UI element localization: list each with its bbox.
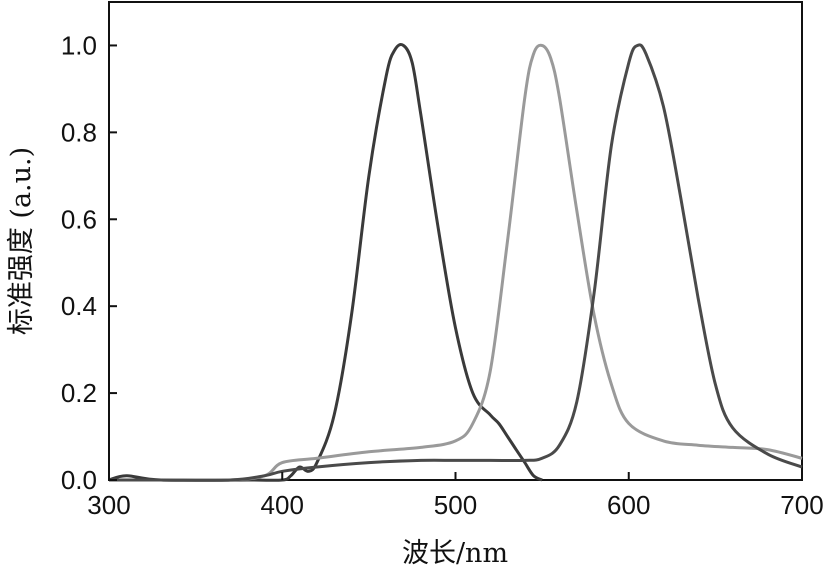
x-tick-label: 700 bbox=[780, 490, 823, 520]
x-axis-label: 波长/nm bbox=[402, 538, 508, 569]
y-tick-label: 1.0 bbox=[61, 30, 97, 60]
x-tick-label: 300 bbox=[87, 490, 130, 520]
series-line-2 bbox=[109, 43, 803, 482]
y-tick-label: 0.8 bbox=[61, 117, 97, 147]
series-layer bbox=[108, 43, 803, 482]
y-tick-label: 0.2 bbox=[61, 378, 97, 408]
y-tick-label: 0.0 bbox=[61, 465, 97, 495]
x-tick-label: 600 bbox=[607, 490, 650, 520]
plot-frame bbox=[108, 1, 803, 481]
y-axis-ticks: 0.0 0.2 0.4 0.6 0.8 1.0 bbox=[61, 30, 117, 495]
series-line-3 bbox=[109, 43, 803, 482]
series-line-1 bbox=[108, 43, 543, 482]
x-axis-ticks: 300 400 500 600 700 bbox=[87, 472, 824, 520]
y-tick-label: 0.4 bbox=[61, 291, 97, 321]
x-tick-label: 500 bbox=[434, 490, 477, 520]
x-tick-label: 400 bbox=[261, 490, 304, 520]
y-axis-label: 标准强度 (a.u.) bbox=[6, 147, 37, 335]
y-tick-label: 0.6 bbox=[61, 204, 97, 234]
